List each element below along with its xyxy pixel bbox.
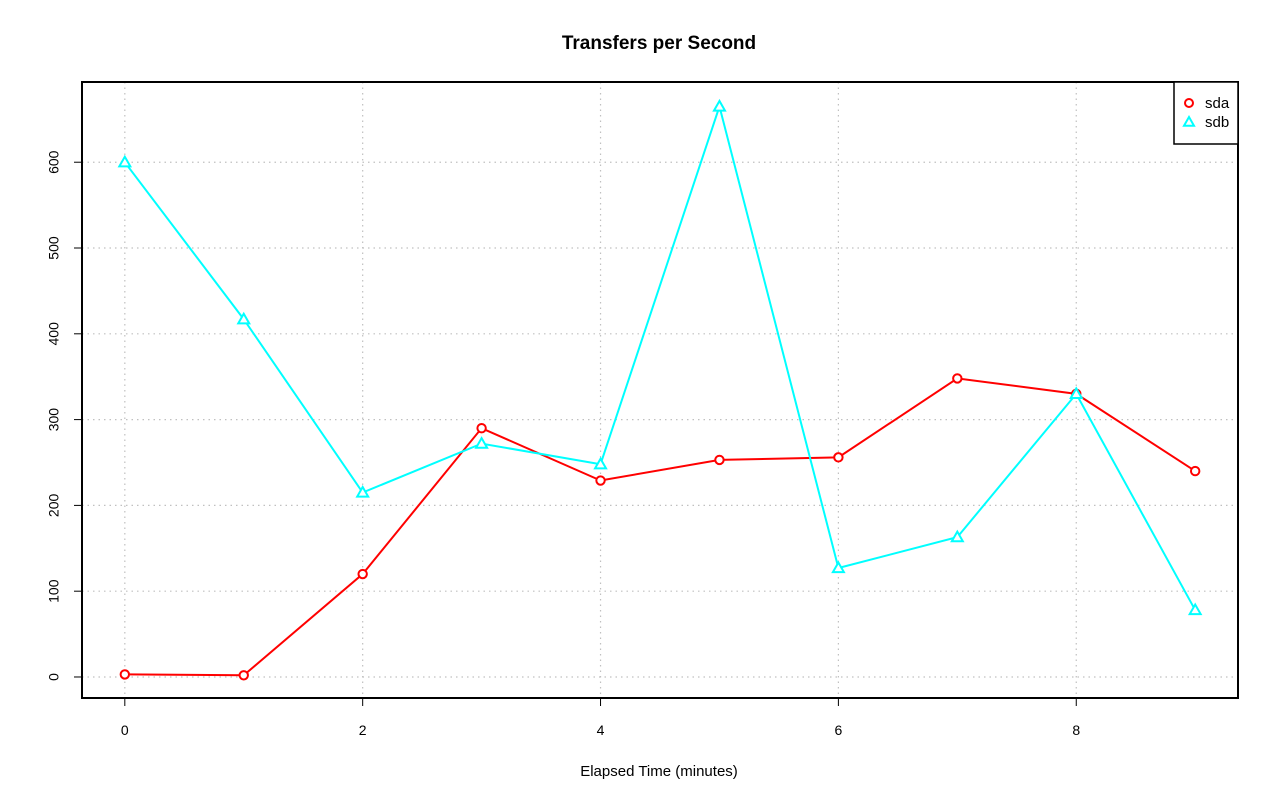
data-point-sda — [476, 422, 487, 434]
series-sdb — [117, 98, 1203, 616]
series-layer — [117, 98, 1203, 681]
x-tick-label: 4 — [597, 722, 605, 738]
data-point-sdb — [474, 436, 489, 449]
y-tick-label: 400 — [46, 322, 62, 346]
legend-marker-sda — [1184, 98, 1194, 108]
data-point-sdb — [831, 560, 846, 574]
y-tick-label: 600 — [46, 150, 62, 174]
y-tick-label: 200 — [46, 494, 62, 518]
axes: 0 2 4 6 8 0 100 200 300 400 500 600 — [46, 150, 1081, 738]
data-point-sda — [238, 670, 249, 681]
x-tick-label: 0 — [121, 722, 129, 738]
data-point-sda — [1189, 465, 1201, 477]
data-point-sda — [357, 568, 368, 580]
data-point-sdb — [1069, 386, 1084, 399]
series-line-sdb — [124, 102, 1197, 611]
legend: sda sdb — [1173, 81, 1239, 145]
grid — [82, 82, 1238, 698]
data-point-sdb — [950, 529, 965, 543]
data-point-sdb — [1187, 602, 1203, 616]
data-point-sda — [952, 373, 963, 384]
x-axis-label: Elapsed Time (minutes) — [580, 763, 738, 780]
x-tick-label: 8 — [1072, 722, 1080, 738]
data-point-sda — [595, 475, 606, 486]
legend-label-sdb: sdb — [1205, 114, 1229, 131]
data-point-sdb — [117, 154, 133, 168]
x-tick-label: 6 — [834, 722, 842, 738]
x-tick-label: 2 — [359, 722, 367, 738]
series-line-sda — [124, 377, 1196, 677]
legend-item-sda: sda — [1184, 95, 1230, 112]
legend-box — [1173, 81, 1239, 145]
data-point-sdb — [355, 485, 370, 498]
data-point-sda — [833, 452, 844, 463]
data-point-sda — [119, 669, 131, 680]
y-tick-label: 500 — [46, 236, 62, 260]
legend-label-sda: sda — [1205, 95, 1230, 112]
y-tick-label: 100 — [46, 579, 62, 603]
data-point-sdb — [593, 456, 608, 470]
legend-marker-sdb — [1182, 114, 1196, 127]
y-tick-label: 0 — [46, 673, 62, 681]
data-point-sda — [714, 454, 725, 466]
data-point-sdb — [236, 311, 251, 325]
data-point-sdb — [712, 98, 727, 112]
y-tick-label: 300 — [46, 408, 62, 432]
plot-frame — [81, 81, 1239, 699]
chart-title: Transfers per Second — [562, 33, 756, 54]
legend-item-sdb: sdb — [1182, 114, 1229, 131]
